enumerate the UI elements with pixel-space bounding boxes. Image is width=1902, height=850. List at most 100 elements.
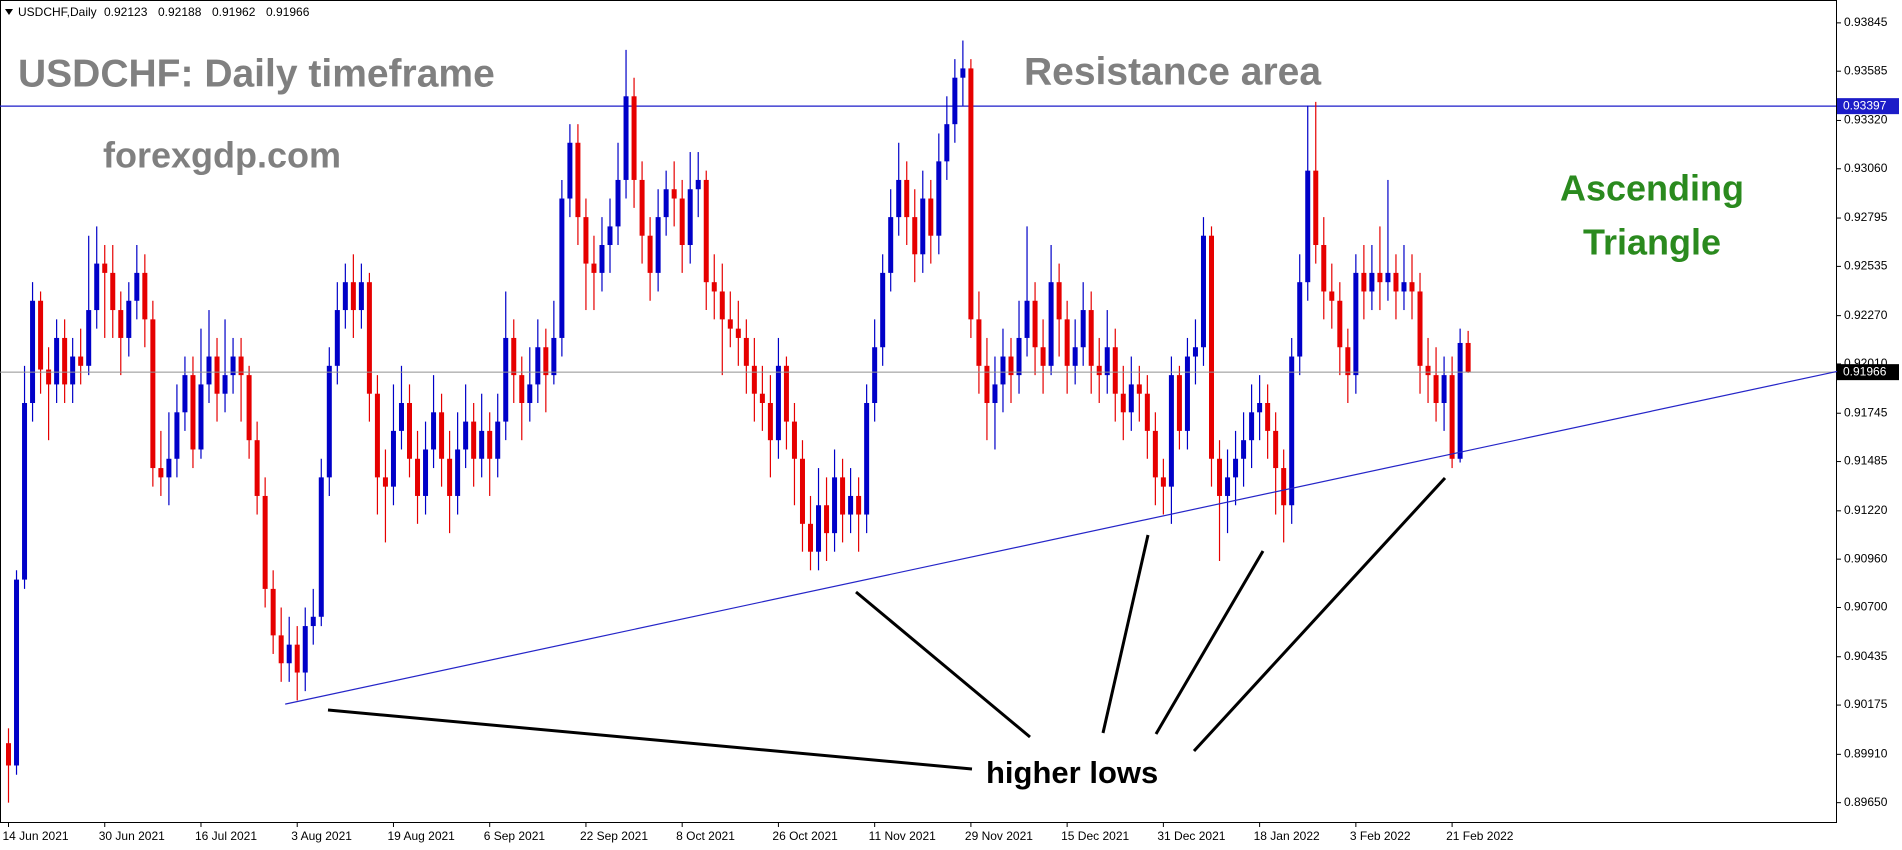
candle-body xyxy=(1457,342,1463,459)
resistance-price-label: 0.93397 xyxy=(1843,98,1887,112)
y-tick-label: 0.91745 xyxy=(1844,405,1888,419)
candle-body xyxy=(1257,403,1263,413)
candle-body xyxy=(511,337,517,376)
candle-body xyxy=(679,198,685,246)
candle-body xyxy=(936,161,942,236)
candle-body xyxy=(22,403,28,580)
candle-body xyxy=(840,477,846,515)
candle-body xyxy=(62,337,68,385)
candle-body xyxy=(382,477,388,487)
candle-body xyxy=(799,458,805,524)
candle-body xyxy=(655,217,661,273)
y-tick-label: 0.92535 xyxy=(1844,259,1888,273)
candle-body xyxy=(174,412,180,459)
pointer-line xyxy=(327,708,973,771)
candle-body xyxy=(230,356,236,376)
candle-body xyxy=(206,356,212,385)
candle-body xyxy=(1104,347,1110,376)
candle-body xyxy=(1184,356,1190,431)
candle-body xyxy=(190,375,196,450)
header-open: 0.92123 xyxy=(104,5,148,19)
candle-body xyxy=(1401,282,1407,292)
header-high: 0.92188 xyxy=(158,5,202,19)
candle-body xyxy=(888,217,894,273)
candle-body xyxy=(262,495,268,589)
x-tick-label: 11 Nov 2021 xyxy=(869,829,936,843)
candle-body xyxy=(984,365,990,404)
candle-body xyxy=(278,635,284,664)
candle-body xyxy=(1064,319,1070,366)
candle-body xyxy=(1144,393,1150,431)
candle-body xyxy=(743,337,749,366)
candle-body xyxy=(142,272,148,320)
candle-body xyxy=(1048,282,1054,366)
candle-body xyxy=(687,189,693,246)
candle-body xyxy=(527,384,533,404)
candle-body xyxy=(6,743,11,766)
candle-body xyxy=(944,124,950,162)
candle-body xyxy=(952,77,958,125)
candle-body xyxy=(880,272,886,348)
candle-body xyxy=(575,142,581,218)
candle-body xyxy=(551,337,557,376)
plot-frame xyxy=(0,0,1837,823)
candle-body xyxy=(960,68,966,78)
candle-body xyxy=(78,356,84,366)
candle-body xyxy=(1200,235,1206,348)
candle-body xyxy=(1040,347,1046,366)
candle-body xyxy=(334,310,340,366)
x-tick-label: 16 Jul 2021 xyxy=(195,829,257,843)
y-tick-label: 0.92270 xyxy=(1844,308,1888,322)
candle-body xyxy=(647,235,653,273)
candle-body xyxy=(158,468,164,478)
y-tick-label: 0.93320 xyxy=(1844,113,1888,127)
candle-body xyxy=(1305,170,1311,283)
y-tick-label: 0.93060 xyxy=(1844,161,1888,175)
resistance-area-label: Resistance area xyxy=(1024,50,1321,93)
candle-body xyxy=(695,179,701,190)
candle-body xyxy=(912,217,918,255)
candle-body xyxy=(1152,430,1158,478)
x-tick-label: 30 Jun 2021 xyxy=(99,829,165,843)
candle-body xyxy=(1112,347,1118,394)
candle-body xyxy=(1209,235,1214,459)
candle-body xyxy=(1225,477,1231,496)
candle-body xyxy=(727,319,733,329)
y-tick-label: 0.89650 xyxy=(1844,795,1888,809)
candle-body xyxy=(663,189,669,218)
candle-body xyxy=(1000,356,1006,385)
candle-body xyxy=(246,375,252,441)
candle-body xyxy=(471,421,477,459)
candle-body xyxy=(302,626,308,673)
candle-body xyxy=(439,412,445,459)
candle-body xyxy=(543,347,549,376)
candle-body xyxy=(856,495,862,515)
candle-body xyxy=(1369,272,1375,292)
marks: 0.93845 0.93585 0.93320 0.93060 0.92795 0.925… xyxy=(0,15,1899,843)
candle-body xyxy=(86,310,92,366)
candle-body xyxy=(1321,245,1327,292)
trend-line xyxy=(285,370,1838,705)
candle-body xyxy=(775,365,781,441)
candle-body xyxy=(1313,170,1319,246)
pointer-line xyxy=(1101,534,1150,734)
candle-body xyxy=(318,477,324,617)
candle-body xyxy=(30,300,36,404)
candle-body xyxy=(447,458,453,496)
x-tick-label: 3 Feb 2022 xyxy=(1350,829,1411,843)
candle-body xyxy=(976,319,982,366)
y-tick-label: 0.91220 xyxy=(1844,503,1888,517)
candle-body xyxy=(1297,282,1303,357)
candle-body xyxy=(479,430,485,459)
candle-body xyxy=(751,365,757,394)
y-tick-label: 0.90175 xyxy=(1844,697,1888,711)
candle-body xyxy=(711,282,717,292)
candle-body xyxy=(286,644,292,664)
candle-body xyxy=(968,68,974,320)
candle-body xyxy=(567,142,573,199)
candle-body xyxy=(503,337,509,422)
candle-body xyxy=(366,282,372,394)
header-close: 0.91966 xyxy=(266,5,310,19)
candle-body xyxy=(1441,375,1447,404)
